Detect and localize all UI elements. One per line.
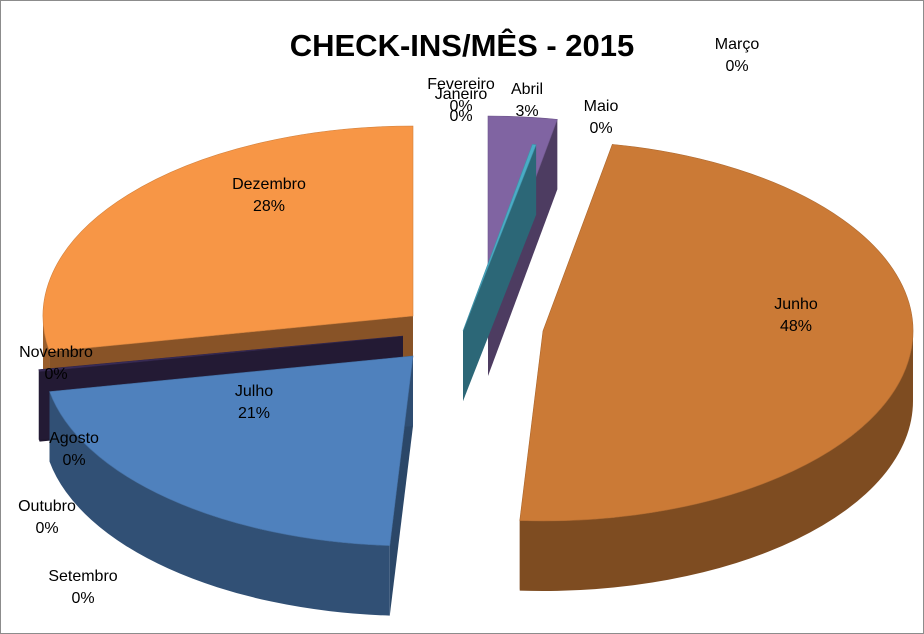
pie-slice-julho: [49, 355, 414, 616]
slice-top: [42, 125, 414, 352]
slice-label-abril: Abril 3%: [511, 81, 543, 120]
slice-top: [49, 355, 414, 546]
slice-label-fevereiro: Fevereiro 0%: [427, 76, 495, 115]
slice-label-value: 48%: [780, 318, 812, 335]
slice-top: [519, 144, 914, 522]
slice-label-value: 3%: [515, 103, 538, 120]
slice-label-agosto: Agosto 0%: [49, 430, 99, 469]
slice-top: [462, 144, 537, 332]
slice-label-maio: Maio 0%: [584, 98, 619, 137]
slice-label-dezembro: Dezembro 28%: [232, 176, 306, 215]
slice-side: [38, 369, 40, 442]
slice-top: [38, 335, 404, 372]
slice-label-value: 0%: [44, 366, 67, 383]
slice-wall-end: [463, 144, 537, 401]
slice-label-value: 28%: [253, 198, 285, 215]
slice-label-value: 0%: [449, 108, 472, 125]
slice-label-value: 0%: [71, 590, 94, 607]
slice-label-value: 0%: [449, 98, 472, 115]
slice-label-value: 0%: [62, 452, 85, 469]
pie-labels: Janeiro 0%Fevereiro 0%Março 0%Abril 3% Maio 0%…: [18, 36, 818, 607]
slice-label-name: Setembro: [48, 568, 117, 585]
slice-label-janeiro: Janeiro 0%: [435, 86, 488, 125]
slice-label-name: Maio: [584, 98, 619, 115]
pie-slices: [38, 115, 914, 616]
slice-side: [49, 391, 390, 616]
slice-label-name: Dezembro: [232, 176, 306, 193]
slice-label-outubro: Outubro 0%: [18, 498, 76, 537]
slice-label-setembro: Setembro 0%: [48, 568, 117, 607]
slice-label-name: Outubro: [18, 498, 76, 515]
slice-label-value: 0%: [35, 520, 58, 537]
slice-label-name: Novembro: [19, 344, 93, 361]
slice-label-name: Abril: [511, 81, 543, 98]
pie-slice-maio: [462, 144, 537, 401]
pie-slice-junho: [519, 144, 914, 591]
slice-label-name: Julho: [235, 383, 273, 400]
slice-label-novembro: Novembro 0%: [19, 344, 93, 383]
slice-label-name: Fevereiro: [427, 76, 495, 93]
slice-label-name: Junho: [774, 296, 818, 313]
chart-title: CHECK-INS/MÊS - 2015: [290, 27, 635, 63]
slice-label-value: 21%: [238, 405, 270, 422]
slice-label-name: Janeiro: [435, 86, 488, 103]
slice-label-value: 0%: [725, 58, 748, 75]
slice-side: [519, 331, 914, 591]
slice-label-value: 0%: [589, 120, 612, 137]
slice-label-marco: Março 0%: [715, 36, 760, 75]
slice-label-junho: Junho 48%: [774, 296, 818, 335]
slice-label-julho: Julho 21%: [235, 383, 273, 422]
slice-label-name: Março: [715, 36, 760, 53]
slice-label-name: Agosto: [49, 430, 99, 447]
